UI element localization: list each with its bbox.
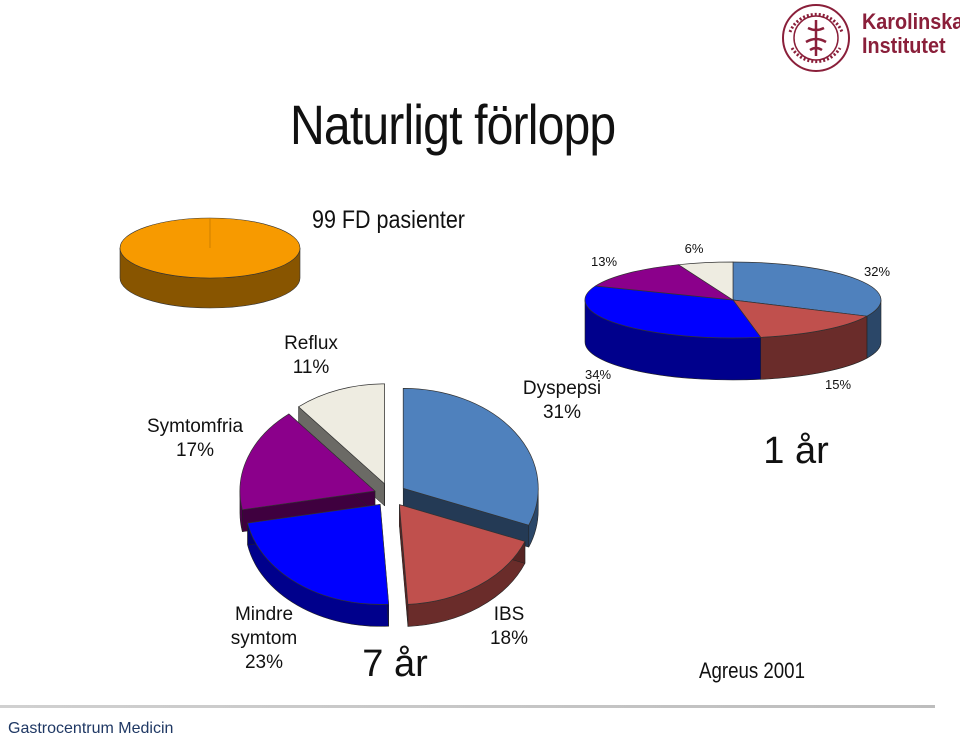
pie3-slice-2 (247, 503, 390, 605)
pie3-slice-4 (297, 383, 385, 485)
pie3-value-label-3: 17% (176, 440, 214, 461)
pie2-title: 1 år (763, 430, 829, 472)
pie2-value-label-1: 15% (825, 377, 851, 392)
pie3-value-label-0: 31% (543, 402, 581, 423)
karolinska-logo (782, 4, 850, 72)
pie2-value-label-3: 13% (591, 254, 617, 269)
pie2-value-label-2: 34% (585, 367, 611, 382)
pie3-slice-3 (239, 413, 376, 511)
karolinska-wordmark: Karolinska Institutet (862, 10, 960, 58)
pie3-slice-0 (402, 387, 539, 526)
logo-text-line1: Karolinska (862, 9, 960, 34)
pie2-slice-0 (732, 261, 882, 317)
pie3-category-label-1: IBS (494, 604, 525, 625)
pie2-value-label-4: 6% (685, 241, 704, 256)
charts-canvas: 32% 15% 34% 13% 6% 1 år Dyspepsi 31% IBS 18% Mindr… (119, 217, 890, 685)
pie3-value-label-4: 11% (293, 357, 330, 378)
pie2-slice-2 (584, 285, 762, 339)
pie3-value-label-2: 23% (245, 652, 283, 673)
footer-text: Gastrocentrum Medicin (8, 720, 174, 737)
pie-chart-99-fd (119, 217, 301, 309)
pie-chart-7-ar (239, 383, 539, 627)
pie3-slice-1 (399, 504, 526, 605)
pie3-value-label-1: 18% (490, 628, 528, 649)
chart-labels: 32% 15% 34% 13% 6% 1 år Dyspepsi 31% IBS 18% Mindr… (147, 241, 890, 685)
pie2-value-label-0: 32% (864, 264, 890, 279)
pie2-slice-3 (594, 264, 734, 301)
pie3-category-label-0: Dyspepsi (523, 378, 601, 399)
source-citation: Agreus 2001 (699, 660, 805, 684)
pie3-category-label-2-line2: symtom (231, 628, 298, 649)
slide-title: Naturligt förlopp (290, 93, 616, 156)
karolinska-seal-icon (782, 4, 850, 72)
pie2-slice-1 (732, 299, 869, 338)
pie3-title: 7 år (362, 643, 428, 685)
pie-chart-1-ar (584, 261, 882, 381)
pie3-category-label-3: Symtomfria (147, 416, 244, 437)
pie3-category-label-2-line1: Mindre (235, 604, 293, 625)
pie1-title: 99 FD pasienter (312, 206, 465, 234)
footer-divider (0, 705, 935, 708)
logo-text-line2: Institutet (862, 33, 946, 58)
pie2-slice-4 (677, 261, 734, 301)
pie3-category-label-4: Reflux (284, 333, 338, 354)
